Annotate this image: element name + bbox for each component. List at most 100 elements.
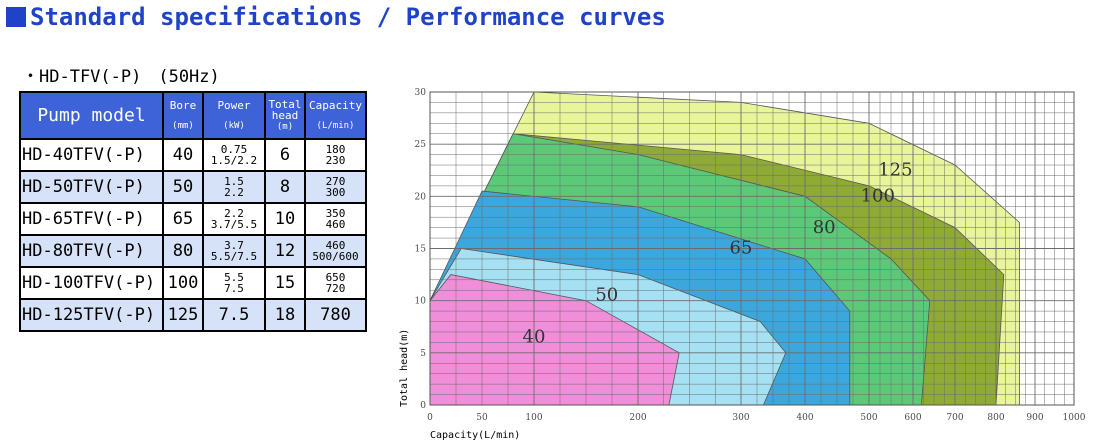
cell-bore: 40	[162, 138, 204, 172]
cell-capacity-line: 350	[325, 207, 346, 220]
y-axis-label: Total head(m)	[399, 329, 410, 407]
y-tick-label: 10	[415, 297, 427, 307]
x-tick-label: 100	[525, 413, 542, 423]
cell-head: 12	[264, 234, 306, 268]
header-power-label: Power	[217, 98, 251, 112]
cell-power: 2.2 3.7/5.5	[202, 202, 266, 236]
plot-frame	[429, 91, 1075, 406]
cell-capacity-line: 460	[325, 218, 346, 231]
cell-head: 18	[264, 298, 306, 332]
region-labels: 125 100 80 65 50 40	[523, 159, 913, 347]
cell-power-line: 0.75	[220, 143, 248, 156]
cell-bore: 80	[162, 234, 204, 268]
table-row: HD-40TFV(-P) 40 0.75 1.5/2.2 6 180 230	[19, 138, 367, 172]
cell-capacity-line: 230	[325, 154, 346, 167]
cell-model: HD-125TFV(-P)	[19, 298, 164, 332]
cell-power-line: 1.5/2.2	[210, 154, 258, 167]
cell-power-line: 5.5/7.5	[210, 250, 258, 263]
cell-bore: 65	[162, 202, 204, 236]
page-title: Standard specifications / Performance cu…	[6, 3, 666, 31]
region-label-50: 50	[595, 285, 618, 306]
header-capacity-label: Capacity	[309, 98, 362, 112]
cell-power: 3.7 5.5/7.5	[202, 234, 266, 268]
table-row: HD-100TFV(-P) 100 5.5 7.5 15 650 720	[19, 266, 367, 300]
x-tick-label: 1000	[1063, 413, 1086, 423]
x-tick-label: 700	[946, 413, 963, 423]
table-row: HD-65TFV(-P) 65 2.2 3.7/5.5 10 350 460	[19, 202, 367, 236]
cell-power-line: 3.7	[224, 239, 244, 252]
header-bore: Bore (mm)	[162, 91, 204, 140]
header-head-line1: Total	[268, 97, 302, 111]
cell-head: 8	[264, 170, 306, 204]
y-tick-label: 5	[420, 349, 426, 359]
cell-bore: 125	[162, 298, 204, 332]
spec-table-header-row: Pump model Bore (mm) Power (kW) Total head(…	[19, 91, 367, 140]
header-bore-unit: (mm)	[172, 120, 194, 131]
y-axis-ticks: 0 5 10 15 20 25 30	[415, 88, 427, 411]
chart-grid	[429, 91, 1075, 406]
cell-capacity-line: 180	[325, 143, 346, 156]
table-row: HD-80TFV(-P) 80 3.7 5.5/7.5 12 460 500/600	[19, 234, 367, 268]
x-tick-label: 900	[1026, 413, 1043, 423]
cell-capacity: 270 300	[304, 170, 367, 204]
cell-capacity-line: 460	[325, 239, 346, 252]
square-bullet-icon	[6, 7, 26, 27]
y-tick-label: 15	[415, 245, 427, 255]
cell-power: 5.5 7.5	[202, 266, 266, 300]
cell-head: 6	[264, 138, 306, 172]
cell-power-line: 2.2	[224, 207, 244, 220]
cell-capacity: 350 460	[304, 202, 367, 236]
cell-model: HD-50TFV(-P)	[19, 170, 164, 204]
cell-capacity-line: 500/600	[312, 250, 359, 263]
cell-power-line: 1.5	[224, 175, 244, 188]
table-row: HD-125TFV(-P) 125 7.5 18 780	[19, 298, 367, 332]
cell-power-line: 2.2	[224, 186, 244, 199]
cell-capacity-line: 300	[325, 186, 346, 199]
cell-head: 15	[264, 266, 306, 300]
cell-model: HD-80TFV(-P)	[19, 234, 164, 268]
cell-capacity-line: 650	[325, 271, 346, 284]
y-tick-label: 20	[415, 192, 427, 202]
cell-power: 1.5 2.2	[202, 170, 266, 204]
x-tick-label: 0	[427, 413, 433, 423]
x-axis-label: Capacity(L/min)	[430, 430, 520, 441]
region-label-80: 80	[813, 217, 836, 238]
cell-capacity: 180 230	[304, 138, 367, 172]
cell-capacity: 460 500/600	[304, 234, 367, 268]
header-power: Power (kW)	[202, 91, 266, 140]
header-total-head: Total head (m)	[264, 91, 306, 140]
cell-model: HD-65TFV(-P)	[19, 202, 164, 236]
header-capacity: Capacity (L/min)	[304, 91, 367, 140]
x-tick-label: 600	[904, 413, 921, 423]
spec-table: Pump model Bore (mm) Power (kW) Total head(…	[19, 91, 367, 332]
cell-capacity-line: 720	[325, 282, 346, 295]
region-label-100: 100	[861, 186, 895, 207]
x-axis-ticks: 0 50 100 200 300 400 500 600 700 800 900 1000	[427, 413, 1086, 423]
x-tick-label: 300	[732, 413, 749, 423]
x-tick-label: 50	[476, 413, 488, 423]
y-tick-label: 30	[415, 88, 427, 98]
region-label-40: 40	[523, 326, 546, 347]
cell-model: HD-100TFV(-P)	[19, 266, 164, 300]
header-power-unit: (kW)	[223, 120, 245, 131]
x-tick-label: 200	[629, 413, 646, 423]
y-tick-label: 0	[420, 401, 426, 411]
cell-power-line: 5.5	[224, 271, 244, 284]
header-pump-model: Pump model	[19, 91, 164, 140]
region-label-65: 65	[730, 238, 753, 259]
chart-regions	[429, 91, 1020, 406]
header-capacity-unit: (L/min)	[316, 120, 355, 131]
y-tick-label: 25	[415, 140, 427, 150]
cell-bore: 100	[162, 266, 204, 300]
x-tick-label: 400	[796, 413, 813, 423]
header-head-line2: head	[271, 108, 299, 122]
header-head-unit: (m)	[276, 121, 294, 132]
x-tick-label: 500	[860, 413, 877, 423]
cell-power-line: 7.5	[224, 282, 244, 295]
header-bore-label: Bore	[169, 98, 197, 112]
cell-power-line: 3.7/5.5	[210, 218, 258, 231]
cell-capacity-line: 270	[325, 175, 346, 188]
cell-model: HD-40TFV(-P)	[19, 138, 164, 172]
cell-power: 7.5	[202, 298, 266, 332]
